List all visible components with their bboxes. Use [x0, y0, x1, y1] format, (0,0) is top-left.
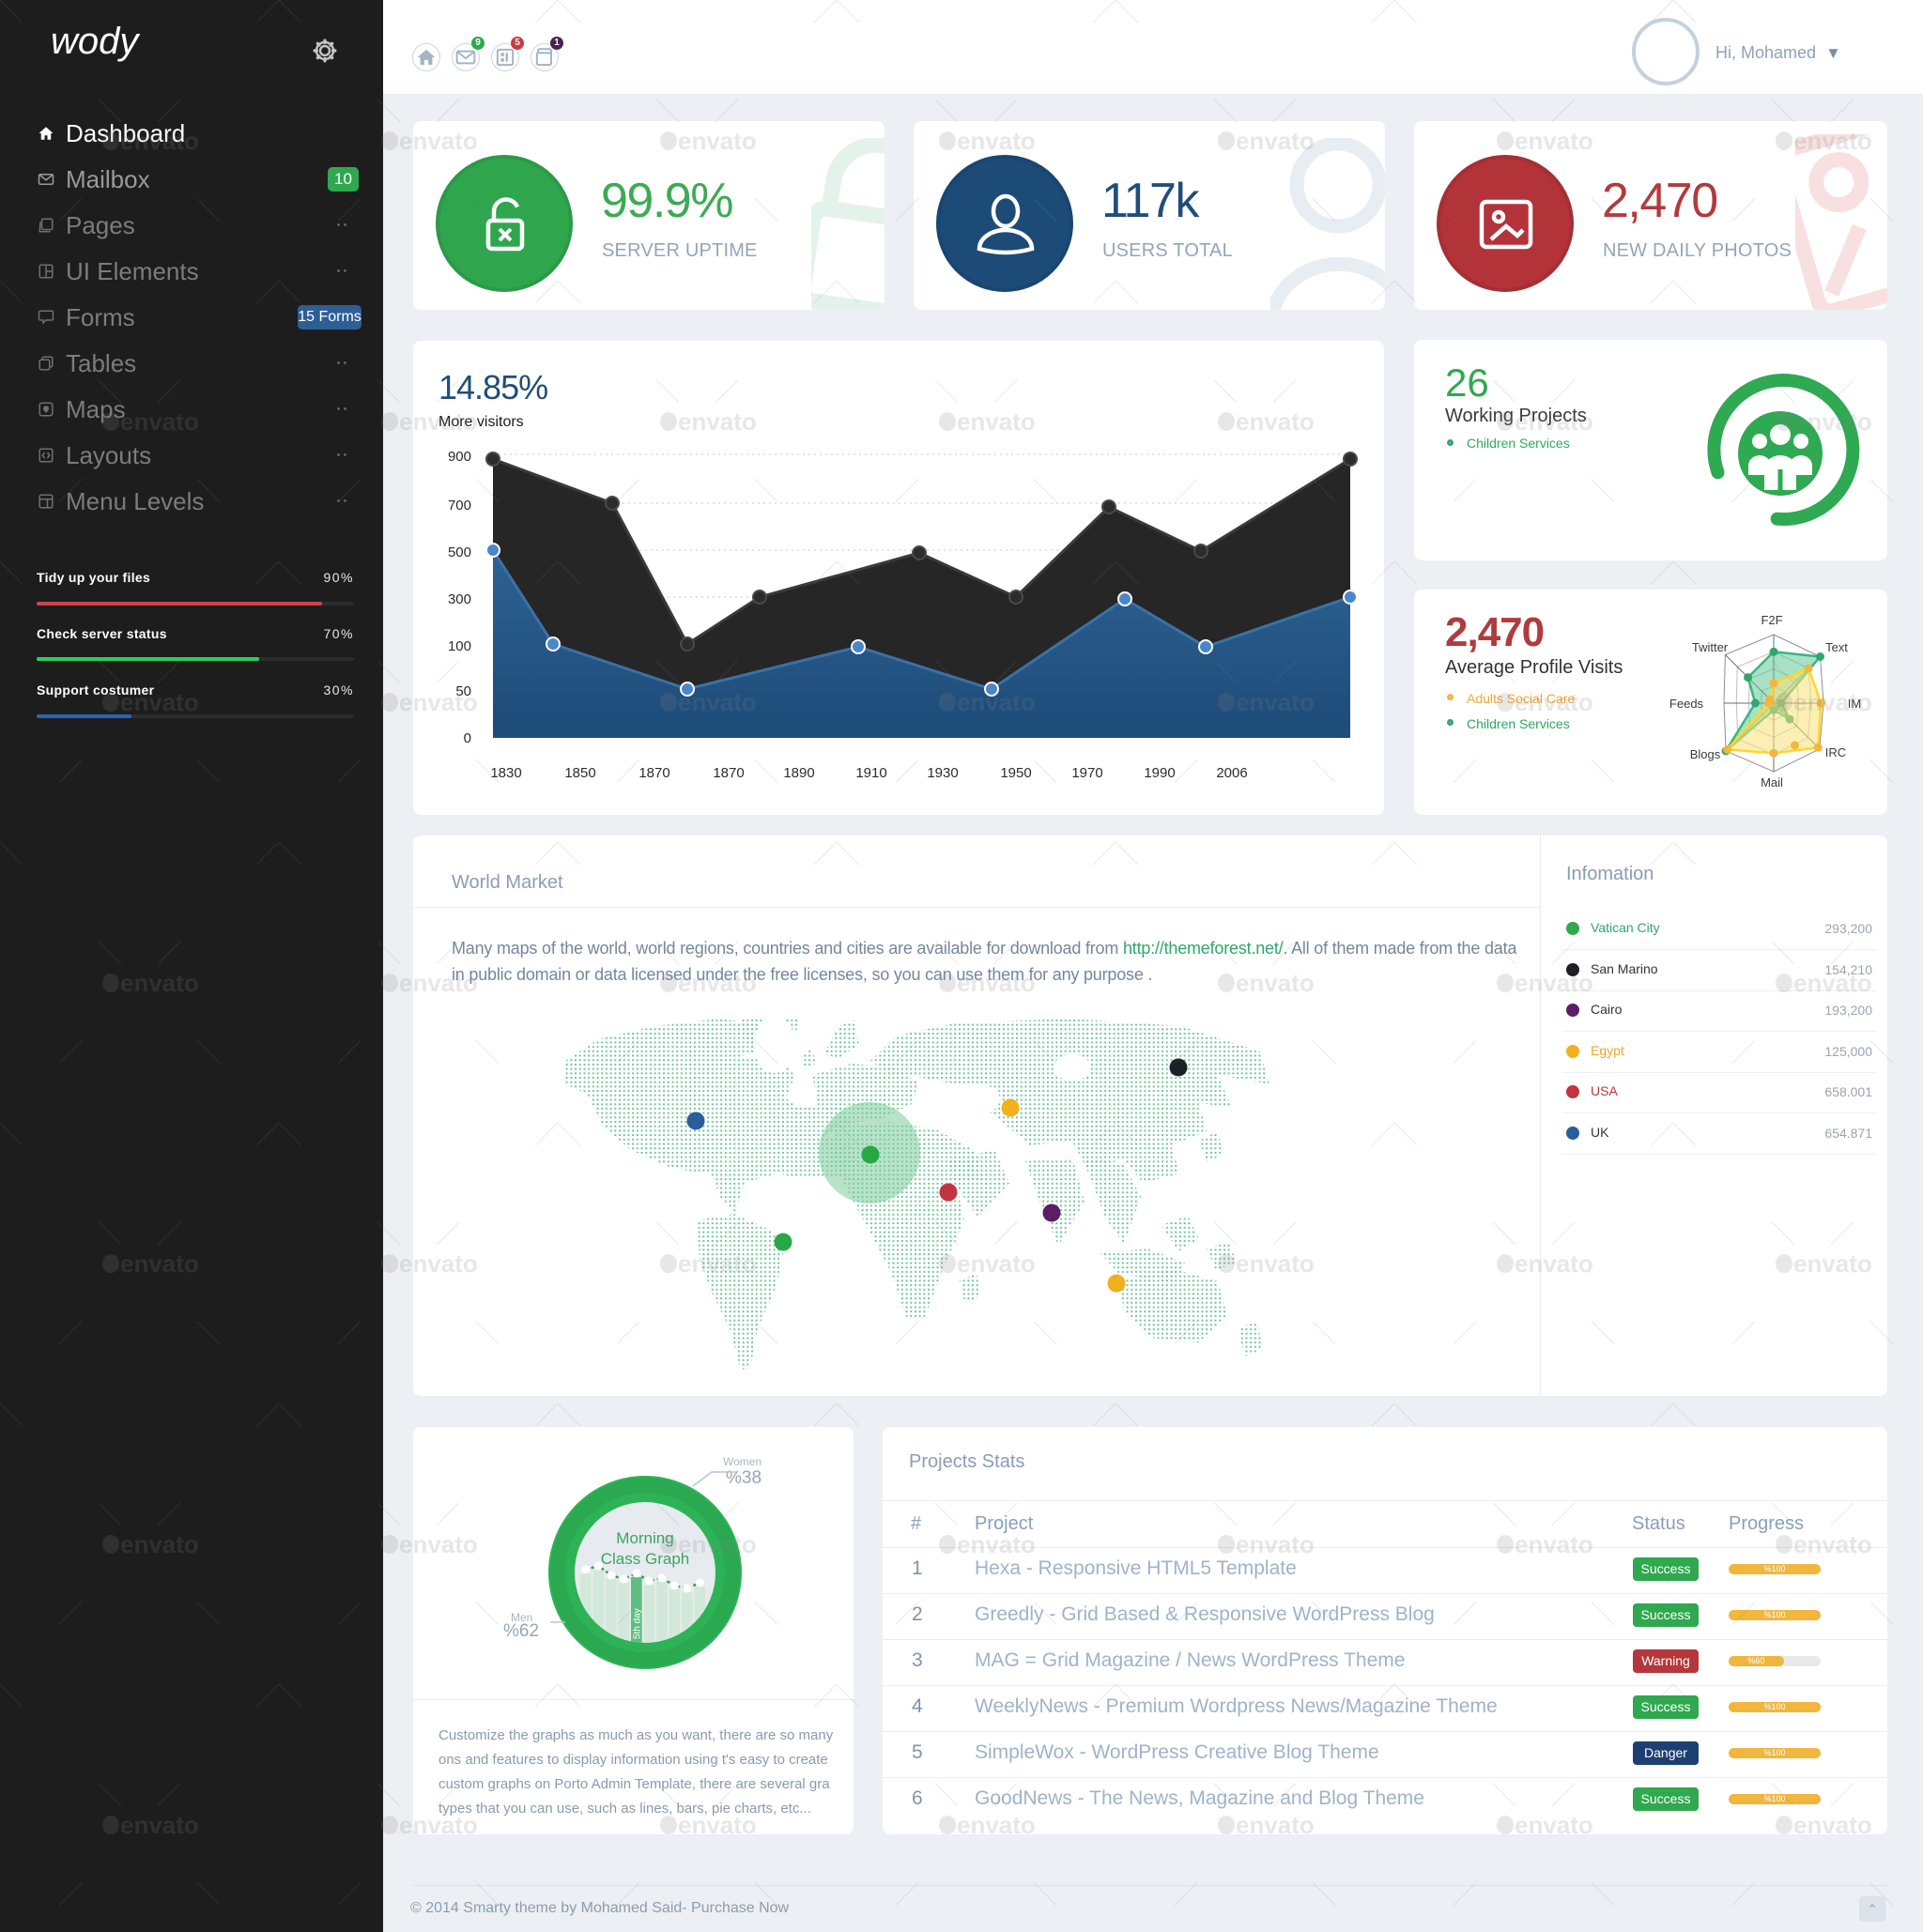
svg-text:Mail: Mail [1761, 775, 1783, 790]
svg-text:F2F: F2F [1761, 613, 1782, 627]
svg-text:1910: 1910 [855, 765, 886, 781]
svg-text:IM: IM [1848, 697, 1861, 711]
svg-text:100: 100 [448, 638, 471, 654]
svg-text:1870: 1870 [713, 765, 744, 781]
svg-text:0: 0 [464, 730, 471, 746]
svg-text:1950: 1950 [1000, 765, 1031, 781]
svg-text:1970: 1970 [1071, 765, 1102, 781]
svg-text:Text: Text [1825, 640, 1848, 654]
svg-text:1990: 1990 [1144, 765, 1175, 781]
svg-text:Feeds: Feeds [1669, 697, 1704, 711]
svg-text:1850: 1850 [564, 765, 595, 781]
svg-text:50: 50 [455, 683, 471, 699]
svg-text:Blogs: Blogs [1690, 747, 1721, 761]
svg-text:2006: 2006 [1216, 765, 1247, 781]
svg-text:500: 500 [448, 544, 471, 560]
svg-text:1870: 1870 [638, 765, 669, 781]
svg-text:1890: 1890 [783, 765, 814, 781]
svg-text:300: 300 [448, 591, 471, 607]
svg-text:900: 900 [448, 449, 471, 465]
svg-text:1830: 1830 [490, 765, 521, 781]
svg-text:IRC: IRC [1825, 745, 1846, 759]
svg-text:Twitter: Twitter [1692, 640, 1729, 654]
svg-text:700: 700 [448, 498, 471, 514]
svg-text:1930: 1930 [927, 765, 958, 781]
